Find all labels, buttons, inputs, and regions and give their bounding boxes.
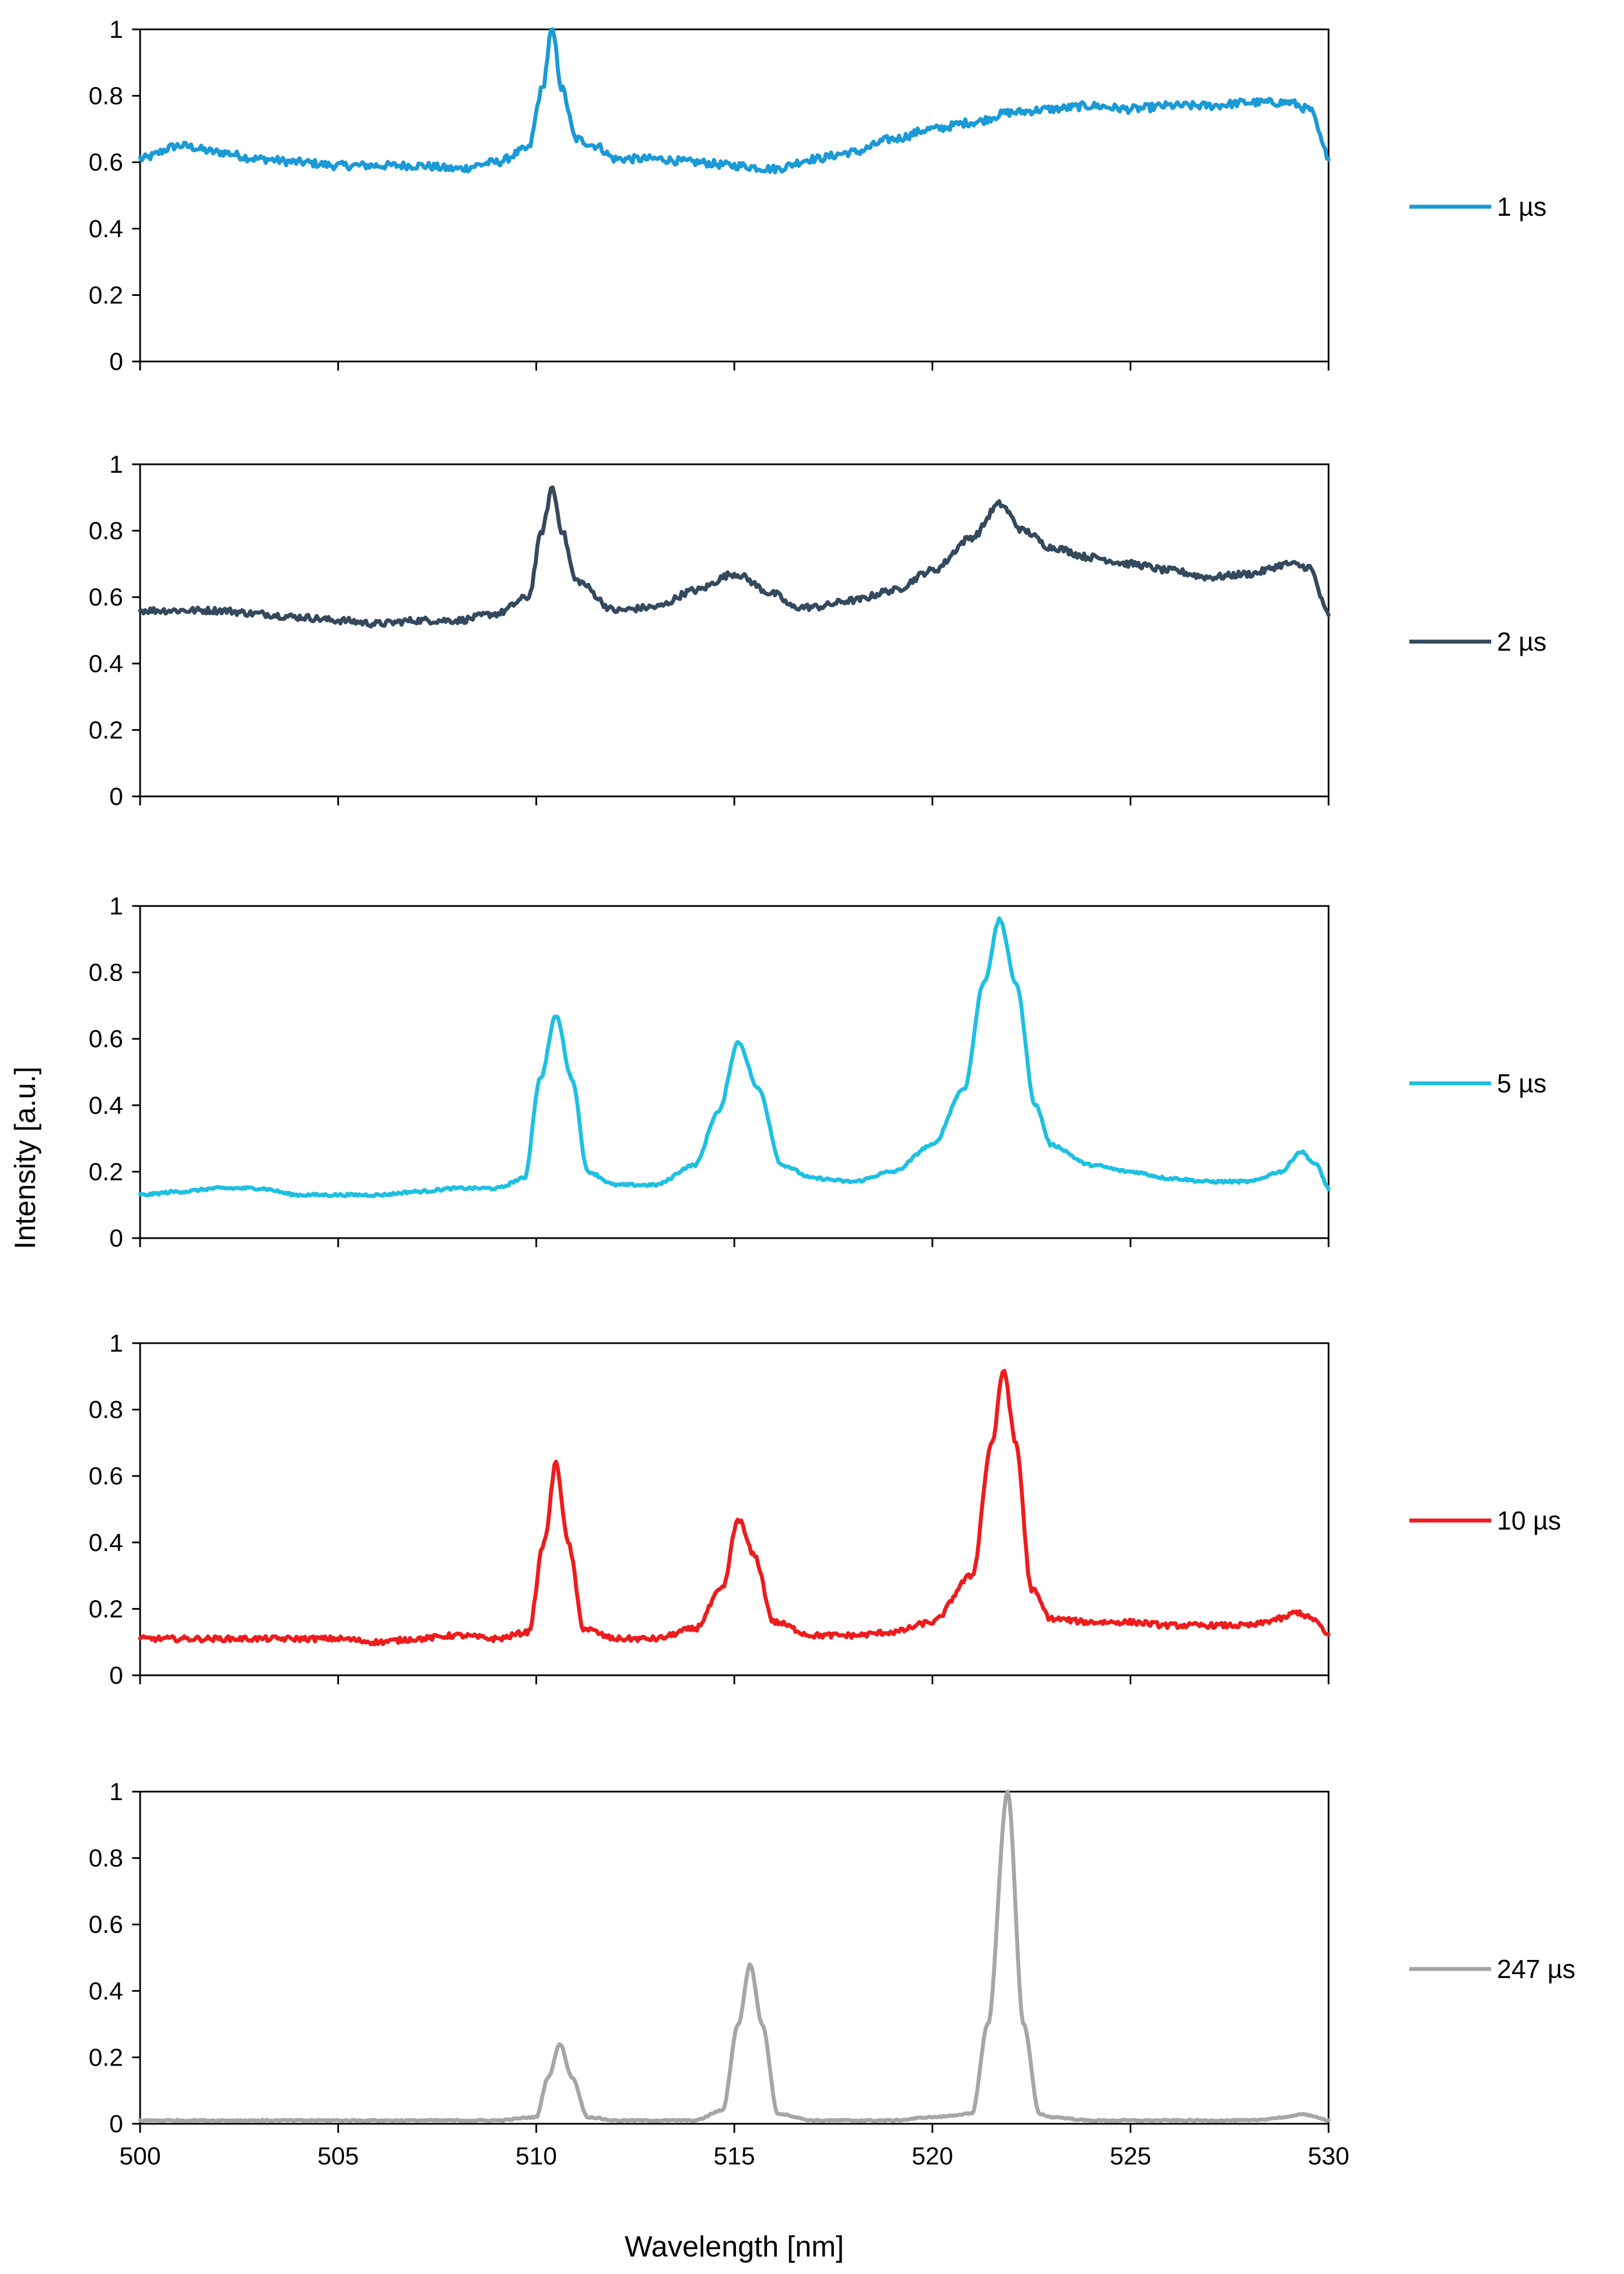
y-tick-label: 0.6: [89, 583, 123, 611]
series-line: [138, 27, 1331, 175]
y-tick-label: 0.8: [89, 517, 123, 545]
y-tick-label: 0.2: [89, 1595, 123, 1623]
y-tick-label: 0: [110, 783, 123, 811]
y-tick-label: 0.4: [89, 215, 123, 243]
x-tick-label: 525: [1110, 2142, 1151, 2170]
y-tick-label: 0.8: [89, 959, 123, 987]
y-tick-label: 0.4: [89, 1529, 123, 1557]
y-tick-label: 0.4: [89, 1092, 123, 1119]
series-line: [138, 916, 1331, 1199]
x-tick-label: 515: [713, 2142, 755, 2170]
legend-label: 2 µs: [1497, 627, 1547, 656]
panel-frame: [139, 905, 1330, 1239]
y-tick-label: 0.2: [89, 1158, 123, 1186]
y-tick-label: 1: [110, 1330, 123, 1357]
y-tick-label: 0.8: [89, 82, 123, 110]
x-tick-label: 505: [317, 2142, 359, 2170]
y-tick-label: 0.6: [89, 1911, 123, 1938]
y-tick-label: 0.2: [89, 716, 123, 744]
series-line: [138, 1369, 1331, 1646]
y-tick-label: 0: [110, 2110, 123, 2138]
y-tick-label: 0: [110, 1662, 123, 1689]
panel-frame: [139, 1791, 1330, 2125]
legend-label: 10 µs: [1497, 1506, 1561, 1535]
series-line: [138, 1789, 1331, 2123]
x-tick-label: 510: [516, 2142, 557, 2170]
y-tick-label: 0.6: [89, 1025, 123, 1053]
y-tick-label: 0.2: [89, 281, 123, 309]
y-tick-label: 0.6: [89, 149, 123, 176]
x-tick-label: 530: [1308, 2142, 1349, 2170]
panel-frame: [139, 28, 1330, 363]
y-tick-label: 0: [110, 1225, 123, 1252]
y-tick-label: 0: [110, 348, 123, 376]
panel-frame: [139, 463, 1330, 798]
x-axis-title: Wavelength [nm]: [625, 2231, 844, 2263]
y-tick-label: 0.4: [89, 1977, 123, 2005]
x-tick-label: 520: [912, 2142, 953, 2170]
x-tick-label: 500: [119, 2142, 160, 2170]
y-tick-label: 0.6: [89, 1462, 123, 1490]
y-tick-label: 1: [110, 1778, 123, 1806]
y-tick-label: 1: [110, 16, 123, 43]
y-tick-label: 0.2: [89, 2044, 123, 2071]
y-tick-label: 0.8: [89, 1845, 123, 1872]
y-tick-label: 0.8: [89, 1396, 123, 1424]
legend-label: 1 µs: [1497, 192, 1547, 221]
legend-label: 247 µs: [1497, 1954, 1575, 1984]
series-line: [138, 485, 1331, 629]
y-tick-label: 1: [110, 892, 123, 920]
y-tick-label: 0.4: [89, 650, 123, 678]
legend-label: 5 µs: [1497, 1069, 1547, 1098]
y-axis-title: Intensity [a.u.]: [9, 1066, 42, 1249]
y-tick-label: 1: [110, 451, 123, 478]
